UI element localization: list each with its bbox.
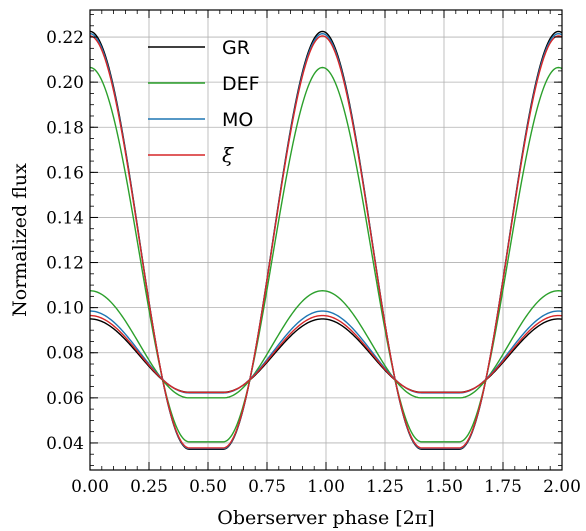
y-axis-label: Normalized flux (9, 163, 31, 317)
y-tick-label: 0.22 (46, 28, 84, 48)
y-tick-label: 0.12 (46, 254, 84, 274)
x-tick-label: 2.00 (543, 477, 581, 497)
y-tick-label: 0.14 (46, 208, 84, 228)
x-tick-label: 0.00 (71, 477, 109, 497)
x-axis-label: Oberserver phase [2π] (217, 507, 434, 529)
y-tick-label: 0.16 (46, 163, 84, 183)
y-tick-label: 0.18 (46, 118, 84, 138)
series-line-7-low (89, 314, 563, 394)
y-tick-label: 0.10 (46, 299, 84, 319)
x-tick-label: 1.75 (484, 477, 522, 497)
y-tick-label: 0.04 (46, 434, 84, 454)
x-tick-label: 1.00 (307, 477, 345, 497)
legend-label-mo: MO (222, 109, 253, 131)
legend: GR DEF MO ξ (148, 37, 260, 167)
y-tick-label: 0.08 (46, 344, 84, 364)
grid (89, 10, 563, 470)
y-tick-label: 0.06 (46, 389, 84, 409)
x-tick-label: 1.50 (425, 477, 463, 497)
series-group (89, 30, 563, 450)
legend-label-def: DEF (222, 73, 260, 95)
x-tick-label: 1.25 (366, 477, 404, 497)
y-tick-label: 0.20 (46, 73, 84, 93)
x-tick-label: 0.50 (189, 477, 227, 497)
ticks (89, 10, 563, 470)
x-tick-label: 0.25 (130, 477, 168, 497)
tick-labels: 0.00 0.25 0.50 0.75 1.00 1.25 1.50 1.75 2.00 0.04… (46, 28, 581, 497)
legend-label-gr: GR (222, 37, 250, 59)
series-line-5-low (89, 290, 563, 399)
legend-label-xi: ξ (222, 143, 234, 167)
x-tick-label: 0.75 (248, 477, 286, 497)
series-line-3-high (89, 35, 563, 449)
